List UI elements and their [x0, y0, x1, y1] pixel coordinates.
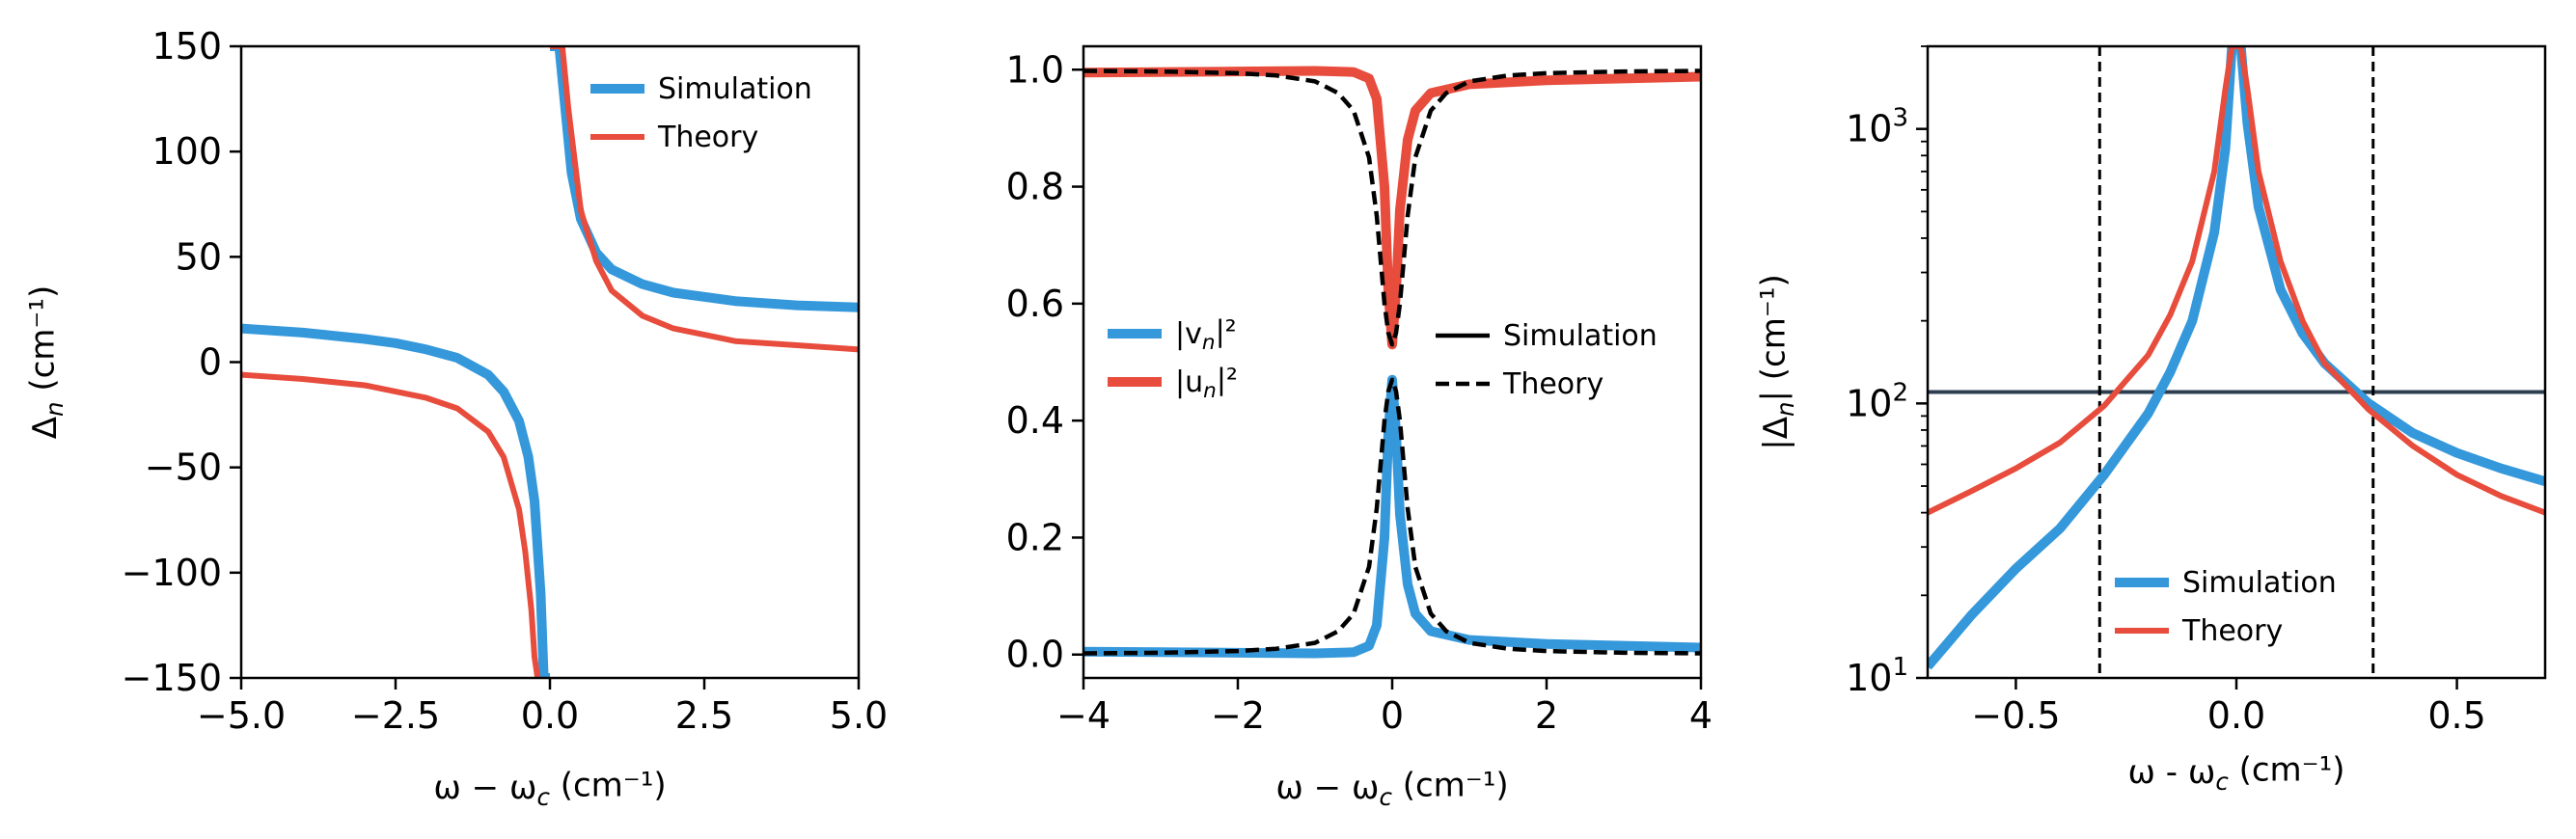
plot-area [1083, 66, 1701, 659]
panel-abs-delta: −0.5 0.0 0.5 101 102 103 ω - ωc​ (cm⁻¹) |Δn​| (… [1754, 44, 2547, 796]
legend-styles: Simulation Theory [1436, 319, 1658, 401]
panel-amplitudes: −4 −2 0 2 4 0.0 0.2 0.4 0.6 0.8 1.0 ω − ωc​ (cm⁻¹) |… [1006, 44, 1713, 811]
series-line-2-branch-2 [548, 46, 859, 353]
series-line-4 [1083, 68, 1701, 347]
y-tick-label: 0.6 [1006, 283, 1064, 325]
legend: Simulation Theory [2115, 566, 2337, 648]
y-tick-label: 0.0 [1006, 634, 1064, 676]
x-tick-label: 5.0 [830, 694, 888, 737]
y-tick-label: −100 [122, 552, 222, 594]
series-line-1-branch-1 [241, 323, 554, 678]
y-tick-label: 0.8 [1006, 166, 1064, 208]
x-tick-label: −2 [1211, 694, 1265, 737]
y-tick-label: 101 [1846, 653, 1908, 699]
x-tick-label: −4 [1056, 694, 1110, 737]
y-tick-label: 0 [199, 341, 222, 384]
x-axis-label: ω - ωc​ (cm⁻¹) [2127, 750, 2344, 796]
legend-label: Theory [2181, 614, 2283, 648]
x-tick-label: 0.0 [2207, 694, 2265, 737]
series-line-1 [1928, 46, 2545, 670]
x-tick-label: 2.5 [675, 694, 733, 737]
x-tick-label: 4 [1689, 694, 1713, 737]
axes-frame [1082, 44, 1703, 680]
y-tick-label: 100 [151, 130, 222, 173]
legend-label: Simulation [658, 72, 812, 106]
x-tick-label: −2.5 [351, 694, 440, 737]
plot-area [1928, 46, 2545, 678]
y-axis-label: |Δn​| (cm⁻¹) [1754, 274, 1799, 449]
x-tick-label: −5.0 [197, 694, 286, 737]
series-line-2-branch-1 [241, 371, 541, 678]
x-tick-label: 0.5 [2427, 694, 2485, 737]
y-tick-label: 50 [176, 235, 222, 278]
y-tick-label: 103 [1846, 104, 1908, 150]
legend-label: Simulation [2182, 566, 2337, 600]
y-tick-label: 0.4 [1006, 399, 1064, 442]
series-line-3 [1083, 377, 1701, 656]
series-line-1 [1083, 374, 1701, 659]
series-line-2 [1928, 46, 2545, 516]
x-tick-label: 2 [1535, 694, 1558, 737]
y-tick-label: 1.0 [1006, 48, 1064, 91]
x-tick-label: 0 [1381, 694, 1404, 737]
y-tick-label: 150 [151, 25, 222, 68]
legend-colors: |vn​|² |un​|² [1108, 315, 1238, 403]
legend-label: Theory [1502, 367, 1603, 401]
x-tick-label: −0.5 [1971, 694, 2060, 737]
legend: Simulation Theory [590, 72, 812, 154]
plot-area [241, 46, 859, 678]
x-tick-label: 0.0 [521, 694, 579, 737]
y-tick-label: 102 [1846, 378, 1908, 424]
x-axis-label: ω − ωc​ (cm⁻¹) [433, 766, 666, 811]
panel-delta: −5.0 −2.5 0.0 2.5 5.0 −150 −100 −50 0 50 100 150 ω −… [23, 25, 888, 811]
y-axis-label: Δn​ (cm⁻¹) [23, 285, 69, 440]
legend-label: Simulation [1503, 319, 1658, 353]
legend-label: Theory [657, 121, 758, 154]
y-tick-label: −150 [122, 657, 222, 699]
y-tick-label: −50 [145, 447, 222, 489]
x-axis-label: ω − ωc​ (cm⁻¹) [1275, 766, 1508, 811]
legend-label: |un​|² [1175, 364, 1238, 403]
series-line-2 [1083, 66, 1701, 350]
axes-frame [239, 44, 861, 680]
y-tick-label: 0.2 [1006, 516, 1064, 558]
legend-label: |vn​|² [1175, 315, 1237, 355]
